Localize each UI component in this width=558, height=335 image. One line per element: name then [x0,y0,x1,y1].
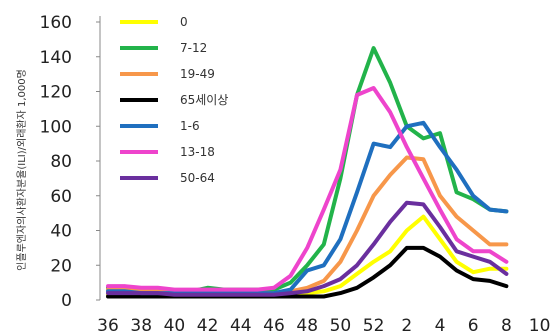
series-line-0 [106,214,509,297]
x-tick-label: 46 [263,316,285,335]
legend-label: 13-18 [180,145,215,159]
legend-label: 7-12 [180,41,207,55]
y-tick-label: 120 [40,83,72,103]
x-tick-label: 42 [197,316,219,335]
legend-label: 1-6 [180,119,200,133]
x-tick-label: 6 [468,316,479,335]
x-tick-label: 2 [401,316,412,335]
y-tick-label: 160 [40,13,72,33]
x-tick-label: 10 [529,316,551,335]
axes: 020406080100120140160인플루엔자의사환자분율(ILI)/외래… [16,13,550,335]
legend-label: 19-49 [180,67,215,81]
x-tick-label: 50 [330,316,352,335]
x-tick-label: 40 [164,316,186,335]
legend-label: 65세이상 [180,93,228,107]
series-line-7-12 [106,46,509,294]
legend: 0 7-12 19-49 65세이상 1-6 13-18 50-64 [120,15,228,185]
series-lines [106,46,509,299]
legend-label: 0 [180,15,188,29]
y-tick-label: 60 [50,187,72,207]
x-tick-label: 44 [230,316,252,335]
series-line-13-18 [106,86,509,292]
y-tick-label: 40 [50,222,72,242]
y-tick-label: 80 [50,152,72,172]
legend-label: 50-64 [180,171,215,185]
y-tick-label: 0 [61,291,72,311]
x-tick-label: 52 [363,316,385,335]
series-line-50-64 [106,200,509,297]
x-tick-label: 4 [435,316,446,335]
x-tick-label: 38 [130,316,152,335]
x-tick-label: 48 [296,316,318,335]
y-tick-label: 100 [40,117,72,137]
x-tick-label: 36 [97,316,119,335]
y-axis-label: 인플루엔자의사환자분율(ILI)/외래환자 1,000명 [16,69,28,271]
x-tick-label: 8 [501,316,512,335]
y-tick-label: 20 [50,256,72,276]
y-tick-label: 140 [40,48,72,68]
